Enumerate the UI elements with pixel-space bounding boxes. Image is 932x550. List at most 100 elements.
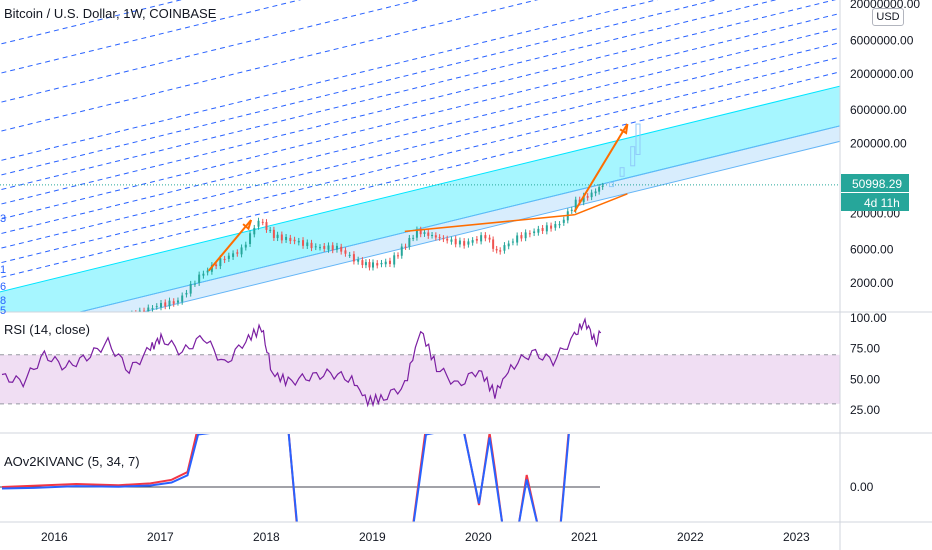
currency-button[interactable]: USD (872, 8, 904, 26)
candle (269, 229, 272, 231)
candle (507, 243, 510, 247)
price-tick-label: 600000.00 (850, 103, 907, 117)
candle (438, 237, 441, 239)
rsi-line (1, 317, 602, 408)
candle (601, 185, 604, 187)
ao-tick-label: 0.00 (850, 480, 874, 494)
candle (396, 255, 399, 257)
candle (293, 239, 296, 242)
fib-line (0, 0, 778, 191)
rsi-pane[interactable] (0, 317, 840, 408)
candle (160, 303, 162, 308)
price-tick-label: 2000.00 (850, 276, 894, 290)
candle (562, 219, 565, 223)
candle (419, 229, 422, 235)
time-tick-label: 2020 (465, 530, 492, 544)
time-tick-label: 2017 (147, 530, 174, 544)
candle (558, 224, 561, 226)
candle (475, 239, 478, 241)
time-tick-label: 2018 (253, 530, 280, 544)
candle (257, 220, 260, 227)
candle (285, 236, 288, 240)
candle (492, 239, 495, 249)
ao-title: AOv2KIVANC (5, 34, 7) (4, 454, 140, 469)
candle (516, 235, 519, 243)
fib-label: 6 (0, 281, 6, 293)
candle (198, 274, 201, 283)
candle (219, 258, 222, 267)
candle (442, 238, 445, 240)
time-tick-label: 2021 (571, 530, 598, 544)
candle (289, 237, 292, 242)
candle (193, 283, 196, 285)
candle (598, 187, 601, 192)
candle (574, 199, 577, 211)
candle (306, 242, 309, 247)
price-tick-label: 20000000.00 (850, 0, 920, 11)
candle (249, 233, 252, 244)
candle (537, 228, 540, 233)
candle (467, 241, 470, 245)
candle (272, 229, 275, 238)
candle (388, 260, 391, 265)
candle (511, 241, 514, 243)
candle (244, 244, 247, 248)
candle (578, 199, 581, 203)
rsi-tick-label: 100.00 (850, 311, 887, 325)
candle (143, 310, 146, 312)
candle (528, 233, 531, 235)
time-tick-label: 2023 (783, 530, 810, 544)
fib-label: 3 (0, 213, 6, 225)
trend-line (574, 193, 628, 216)
candle (276, 234, 279, 239)
lower-band (77, 125, 840, 312)
price-pane[interactable] (0, 0, 882, 360)
candle (454, 238, 457, 245)
candle (189, 283, 192, 294)
arrow (207, 219, 252, 272)
fib-line (0, 0, 421, 103)
candle (541, 228, 544, 231)
candle (253, 227, 256, 235)
candle (488, 237, 491, 240)
fib-label: 1 (0, 264, 6, 276)
candle (400, 246, 403, 256)
candle (361, 260, 364, 266)
candle (335, 245, 338, 250)
candle (340, 246, 343, 252)
fib-line (0, 0, 837, 205)
candle (297, 240, 300, 243)
candle (172, 301, 175, 304)
candle (352, 254, 355, 262)
countdown-badge (841, 193, 909, 211)
candle (147, 307, 150, 312)
candle (310, 242, 313, 249)
candle (499, 250, 502, 252)
candle (533, 231, 536, 234)
candle (503, 245, 506, 251)
ao-pane[interactable] (0, 427, 600, 549)
fib-line (0, 0, 539, 132)
candle (423, 232, 426, 234)
candle (168, 300, 171, 307)
candle (319, 247, 321, 249)
last-price-label: 50998.29 (852, 177, 902, 191)
fib-line (0, 27, 840, 235)
candle (450, 239, 453, 242)
candle (331, 245, 334, 251)
candle (357, 259, 360, 262)
candle (223, 258, 226, 261)
fib-line (0, 0, 718, 176)
candle (415, 229, 418, 238)
candle (280, 234, 283, 241)
rsi-title: RSI (14, close) (4, 322, 90, 337)
candle (240, 247, 243, 255)
candle (302, 240, 305, 246)
candle (520, 235, 523, 239)
candle (412, 237, 415, 239)
candle (484, 235, 487, 239)
candle (372, 262, 374, 268)
projection-bar (630, 146, 636, 167)
ao-fast-line (1, 434, 570, 522)
